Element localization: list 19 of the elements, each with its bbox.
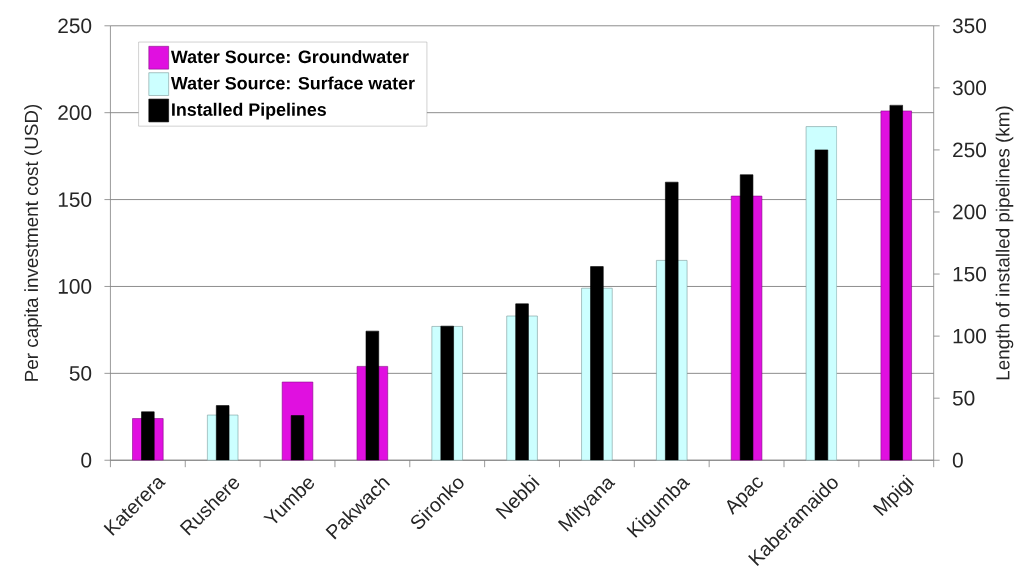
- y-tick-label: 0: [81, 452, 92, 468]
- y2-axis-title: Length of installed pipelines (km): [995, 106, 1014, 380]
- y-tick-label: 250: [58, 18, 92, 34]
- y-tick-label: 50: [69, 365, 92, 381]
- y2-tick-label: 0: [952, 452, 963, 468]
- y2-tick-label: 50: [952, 390, 975, 406]
- legend-label: Water Source: Surface water: [170, 76, 415, 90]
- y2-tick-label: 250: [953, 142, 986, 158]
- y-axis-title: Per capita investment cost (USD): [24, 104, 42, 381]
- y-tick-label: 100: [58, 279, 92, 294]
- y2-tick-label: 300: [952, 80, 986, 96]
- y2-tick-label: 200: [953, 204, 986, 220]
- y2-tick-label: 100: [953, 328, 986, 344]
- y-tick-label: 150: [58, 192, 92, 207]
- legend-label: Installed Pipelines: [172, 102, 326, 120]
- y-tick-label: 200: [58, 105, 92, 120]
- legend-label: Water Source: Groundwater: [170, 49, 409, 64]
- y2-tick-label: 150: [953, 266, 986, 282]
- y2-tick-label: 350: [952, 18, 986, 34]
